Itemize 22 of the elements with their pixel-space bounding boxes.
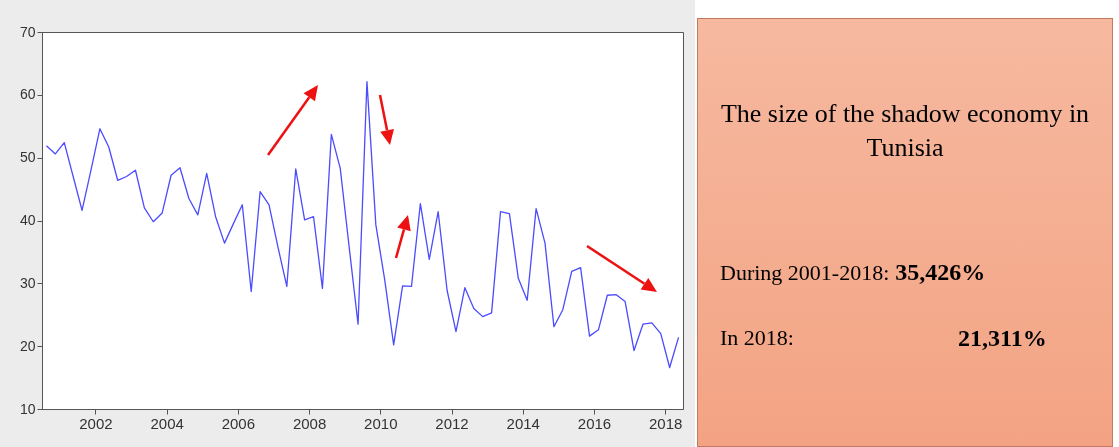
text: 21,311%	[958, 325, 1047, 352]
y-tick-label: 50	[19, 149, 36, 166]
text: During 2001-2018:	[720, 260, 890, 285]
text: 35,426%	[895, 259, 986, 285]
y-tick-label: 70	[19, 23, 36, 40]
y-tick-label: 30	[19, 274, 36, 291]
x-tick-label: 2006	[221, 414, 256, 432]
text: The size of the shadow economy in Tunisia	[719, 98, 1091, 164]
x-tick-label: 2004	[150, 414, 184, 432]
y-tick-label: 60	[19, 86, 36, 103]
text: In 2018:	[720, 325, 794, 350]
x-tick-label: 2008	[292, 414, 327, 432]
y-tick-label: 20	[19, 337, 36, 354]
x-tick-label: 2014	[506, 414, 540, 432]
x-tick-label: 2016	[577, 414, 612, 432]
x-tick-label: 2010	[364, 414, 398, 432]
x-tick-label: 2002	[79, 414, 113, 432]
y-tick-label: 40	[19, 212, 36, 228]
y-tick-label: 10	[19, 400, 36, 417]
x-tick-label: 2012	[435, 414, 469, 432]
line-series	[45, 80, 680, 369]
x-tick-label: 2018	[649, 414, 683, 432]
